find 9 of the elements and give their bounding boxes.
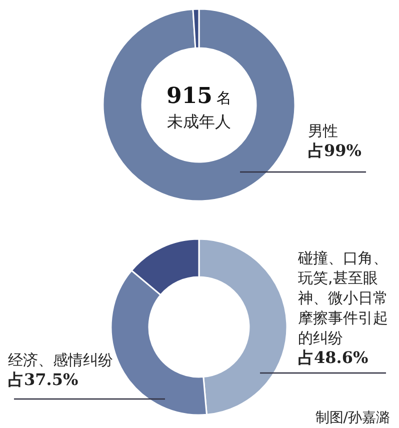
slice-label: 经济、感情纠纷 — [8, 351, 113, 369]
donut-slice — [102, 8, 296, 202]
text: 未成年人 — [167, 112, 231, 131]
data-label: 占37.5% — [8, 370, 78, 389]
slice-label: 碰撞、口角、玩笑,甚至眼神、微小日常摩擦事件引起的纠纷 — [297, 249, 388, 347]
slice-label: 男性 — [308, 122, 338, 140]
data-label: 占48.6% — [298, 348, 368, 367]
data-label: 占99% — [308, 141, 362, 160]
text: 制图/孙嘉潞 — [315, 410, 390, 426]
